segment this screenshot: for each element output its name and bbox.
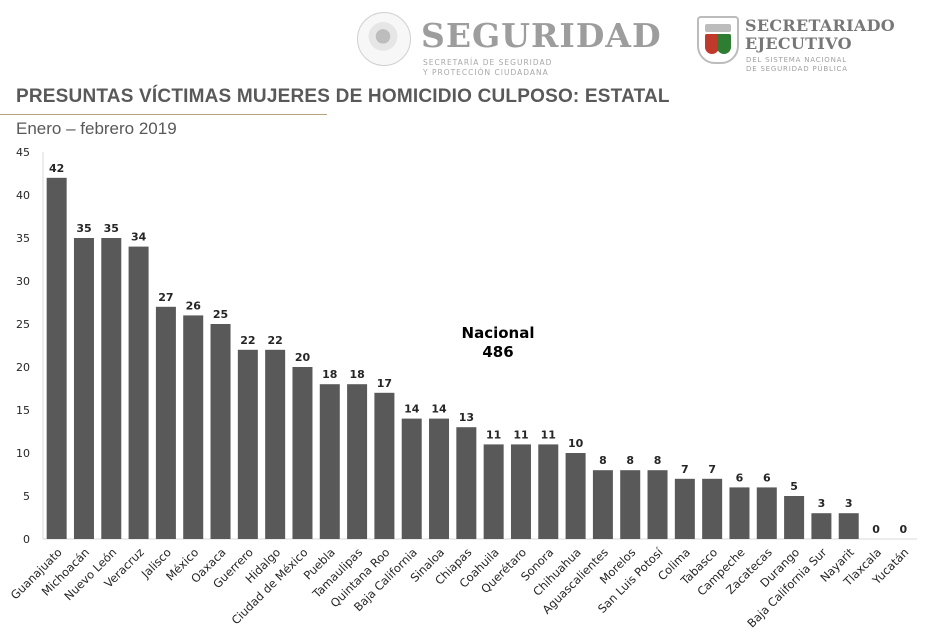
bar [674, 478, 695, 539]
bar [155, 306, 176, 539]
bar [101, 238, 122, 539]
y-tick-label: 30 [16, 275, 30, 288]
data-label: 18 [322, 368, 337, 381]
y-tick-label: 5 [23, 490, 30, 503]
secretariado-subtitle-line2: DE SEGURIDAD PÚBLICA [746, 65, 848, 73]
data-label: 18 [349, 368, 364, 381]
y-tick-label: 10 [16, 447, 30, 460]
data-label: 35 [104, 222, 119, 235]
data-label: 8 [626, 454, 634, 467]
bar [429, 418, 450, 539]
y-tick-label: 20 [16, 361, 30, 374]
shield-icon [697, 16, 739, 64]
secretariado-subtitle-line1: DEL SISTEMA NACIONAL [746, 56, 847, 64]
data-label: 3 [845, 497, 853, 510]
data-label: 25 [213, 308, 228, 321]
seguridad-logo: SEGURIDAD SECRETARÍA DE SEGURIDAD Y PROT… [357, 8, 667, 78]
national-total-label: Nacional [462, 324, 535, 342]
bar [702, 478, 723, 539]
data-label: 26 [186, 299, 202, 312]
seguridad-subtitle-line2: Y PROTECCIÓN CIUDADANA [423, 68, 549, 77]
bar [565, 453, 586, 539]
y-tick-label: 25 [16, 318, 30, 331]
data-label: 11 [541, 428, 556, 441]
data-label: 6 [763, 471, 771, 484]
bar [210, 324, 231, 539]
bar [128, 246, 149, 539]
data-label: 17 [377, 377, 392, 390]
bar [401, 418, 422, 539]
data-label: 7 [681, 463, 689, 476]
data-label: 11 [513, 428, 528, 441]
bar [538, 444, 559, 539]
data-label: 11 [486, 428, 501, 441]
data-label: 6 [736, 471, 744, 484]
bar [237, 349, 258, 539]
bar [456, 427, 477, 539]
chart-title: PRESUNTAS VÍCTIMAS MUJERES DE HOMICIDIO … [16, 86, 670, 107]
national-total-value: 486 [482, 343, 513, 361]
data-label: 8 [654, 454, 662, 467]
national-seal-icon [357, 12, 411, 66]
bar [838, 513, 859, 539]
header-logos: SEGURIDAD SECRETARÍA DE SEGURIDAD Y PROT… [357, 2, 895, 82]
data-label: 20 [295, 351, 311, 364]
secretariado-title-line2: EJECUTIVO [745, 34, 852, 53]
data-label: 0 [872, 523, 880, 536]
y-tick-label: 40 [16, 189, 30, 202]
data-label: 7 [708, 463, 716, 476]
data-label: 5 [790, 480, 798, 493]
seguridad-title: SEGURIDAD [421, 16, 662, 55]
data-label: 13 [459, 411, 474, 424]
data-label: 22 [240, 334, 255, 347]
y-tick-label: 45 [16, 146, 30, 159]
bar [374, 392, 395, 539]
data-label: 3 [818, 497, 826, 510]
bar [73, 238, 94, 539]
y-tick-label: 15 [16, 404, 30, 417]
bar [483, 444, 504, 539]
bar [183, 315, 204, 539]
data-label: 34 [131, 231, 147, 244]
bar [319, 384, 340, 539]
data-label: 14 [404, 403, 420, 416]
data-label: 8 [599, 454, 607, 467]
title-divider [0, 114, 327, 115]
data-label: 27 [158, 291, 173, 304]
data-label: 35 [76, 222, 91, 235]
seguridad-subtitle-line1: SECRETARÍA DE SEGURIDAD [423, 58, 553, 67]
bar [784, 496, 805, 539]
bar [647, 470, 668, 539]
data-label: 0 [900, 523, 908, 536]
secretariado-title-line1: SECRETARIADO [745, 16, 896, 35]
bar [756, 487, 777, 539]
bar [265, 349, 286, 539]
y-tick-label: 35 [16, 232, 30, 245]
data-label: 42 [49, 162, 64, 175]
data-label: 14 [431, 403, 447, 416]
bar [620, 470, 641, 539]
data-label: 10 [568, 437, 584, 450]
chart-subtitle: Enero – febrero 2019 [16, 119, 177, 138]
y-tick-label: 0 [23, 533, 30, 546]
bar [811, 513, 832, 539]
bar [46, 177, 67, 540]
bar [292, 367, 313, 539]
secretariado-logo: SECRETARIADO EJECUTIVO DEL SISTEMA NACIO… [697, 16, 895, 76]
bar [347, 384, 368, 539]
data-label: 22 [268, 334, 283, 347]
bar [510, 444, 531, 539]
bar [729, 487, 750, 539]
bar [592, 470, 613, 539]
